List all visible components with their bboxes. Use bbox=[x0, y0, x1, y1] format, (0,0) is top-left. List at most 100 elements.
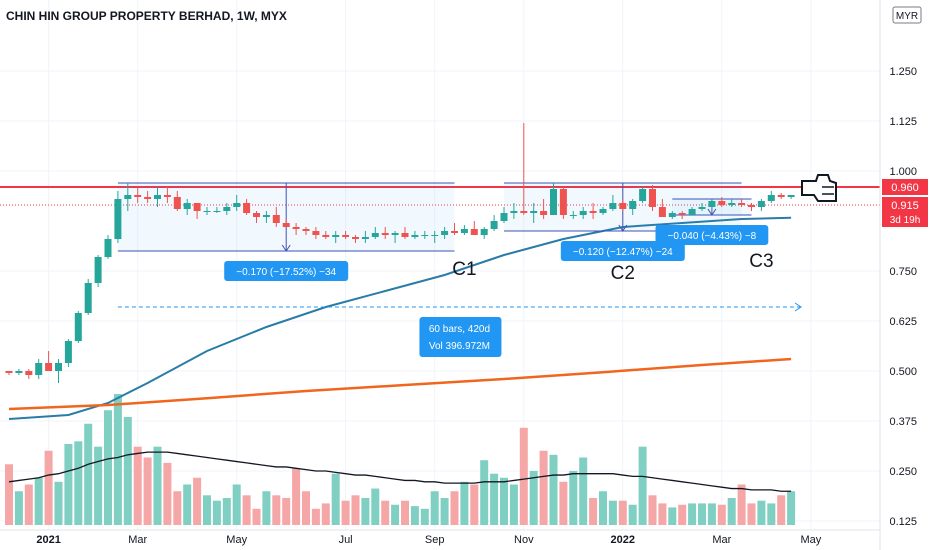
candle-body bbox=[431, 235, 439, 236]
x-tick-label: Mar bbox=[712, 534, 731, 546]
volume-bar bbox=[638, 446, 647, 525]
candle-body bbox=[312, 231, 320, 235]
measure-label: −0.040 (−4.43%) −8 bbox=[668, 231, 757, 242]
volume-bar bbox=[163, 462, 172, 525]
currency-label: MYR bbox=[896, 11, 918, 22]
volume-bar bbox=[717, 504, 726, 525]
candle-body bbox=[233, 203, 241, 207]
measure-arrow-head bbox=[707, 208, 717, 216]
y-tick-label: 1.125 bbox=[889, 116, 917, 128]
y-tick-label: 0.375 bbox=[889, 416, 917, 428]
candle-body bbox=[757, 201, 765, 207]
volume-bar bbox=[104, 410, 112, 525]
candle-body bbox=[688, 209, 696, 215]
volume-bar bbox=[143, 457, 152, 525]
candle-body bbox=[173, 197, 181, 209]
volume-bar bbox=[430, 491, 439, 525]
candle-body bbox=[124, 195, 132, 199]
volume-bar bbox=[599, 491, 607, 525]
volume-bar bbox=[480, 460, 489, 525]
moving-averages bbox=[8, 216, 792, 492]
resistance-price-badge: 0.960 bbox=[882, 179, 928, 195]
x-tick-label: Nov bbox=[514, 534, 534, 546]
volume-bar bbox=[282, 498, 291, 525]
candle-body bbox=[460, 229, 468, 233]
volume-bar bbox=[500, 477, 508, 525]
volume-bar bbox=[252, 508, 261, 525]
candle-body bbox=[352, 237, 359, 239]
candle-body bbox=[391, 233, 399, 235]
range-arrow-head bbox=[794, 302, 802, 312]
volume-bar bbox=[668, 507, 677, 525]
range-label-volume: Vol 396.972M bbox=[429, 341, 490, 352]
candle-body bbox=[302, 229, 310, 231]
volume-bar bbox=[490, 473, 499, 525]
candle-body bbox=[193, 203, 201, 211]
x-tick-label: Sep bbox=[425, 534, 445, 546]
measure-label-box bbox=[560, 241, 685, 261]
candle-body bbox=[678, 213, 686, 215]
candle-body bbox=[787, 195, 795, 197]
volume-bar bbox=[529, 471, 538, 525]
volume-bar bbox=[777, 495, 786, 525]
volume-bar bbox=[608, 500, 617, 525]
volume-bar bbox=[321, 503, 330, 525]
annotation-c2: C2 bbox=[611, 263, 635, 284]
last-price-text: 0.915 bbox=[891, 200, 919, 212]
volume-bar bbox=[94, 446, 103, 525]
volume-bar bbox=[371, 488, 380, 525]
y-tick-label: 1.000 bbox=[889, 166, 917, 178]
candles bbox=[5, 123, 795, 383]
volume-bar bbox=[222, 498, 231, 525]
candle-body bbox=[540, 211, 548, 215]
badge-text: 0.960 bbox=[891, 182, 919, 194]
volume-bar bbox=[420, 508, 429, 525]
volume-bar bbox=[381, 500, 390, 525]
volume-bar bbox=[688, 503, 697, 525]
candle-body bbox=[718, 201, 726, 205]
x-tick-label: Mar bbox=[128, 534, 147, 546]
candle-body bbox=[490, 221, 498, 229]
candle-body bbox=[114, 199, 122, 239]
badge-bg bbox=[882, 197, 928, 227]
candle-body bbox=[728, 203, 736, 205]
volume-bar bbox=[5, 464, 13, 525]
volume-bar bbox=[678, 504, 687, 525]
countdown-text: 3d 19h bbox=[890, 215, 921, 226]
candle-body bbox=[441, 231, 449, 235]
candle-body bbox=[243, 203, 251, 213]
candle-body bbox=[579, 211, 587, 215]
candle-body bbox=[738, 203, 746, 205]
volume-bar bbox=[648, 495, 657, 525]
candle-body bbox=[619, 203, 627, 209]
y-tick-label: 1.250 bbox=[889, 66, 917, 78]
candle-body bbox=[282, 223, 290, 227]
candle-body bbox=[163, 195, 171, 197]
volume-bar bbox=[549, 454, 558, 525]
measure-label-box bbox=[655, 225, 769, 245]
volume-bar bbox=[589, 498, 598, 525]
volume-bar bbox=[242, 495, 251, 525]
candle-body bbox=[658, 207, 666, 217]
candle-body bbox=[134, 195, 142, 197]
volume-bar bbox=[658, 503, 667, 525]
candle-body bbox=[322, 235, 330, 237]
volume-bar bbox=[331, 473, 340, 525]
measure-label: −0.170 (−17.52%) −34 bbox=[236, 267, 336, 278]
volume-bar bbox=[509, 484, 518, 525]
candle-body bbox=[470, 229, 478, 235]
volume-bar bbox=[579, 457, 588, 525]
chart-title: CHIN HIN GROUP PROPERTY BERHAD, 1W, MYX bbox=[6, 9, 287, 23]
candle-body bbox=[45, 363, 53, 371]
candle-body bbox=[510, 211, 518, 213]
candle-body bbox=[84, 283, 92, 313]
currency-button[interactable]: MYR bbox=[892, 6, 922, 24]
candle-body bbox=[520, 211, 528, 213]
measure-label: −0.120 (−12.47%) −24 bbox=[573, 247, 673, 258]
pointing-hand-icon bbox=[801, 174, 837, 202]
volume-bar bbox=[311, 508, 320, 525]
candle-body bbox=[15, 371, 23, 373]
candle-body bbox=[144, 197, 152, 199]
